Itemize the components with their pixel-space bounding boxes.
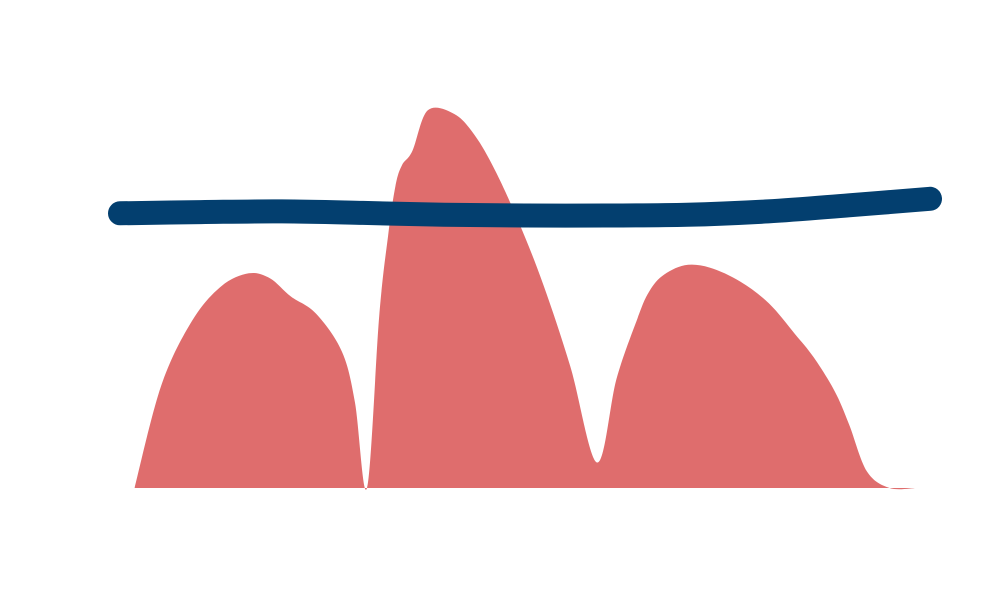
plot-area (108, 107, 942, 490)
line-series-mark (108, 186, 942, 228)
area-series-mark (134, 107, 917, 490)
